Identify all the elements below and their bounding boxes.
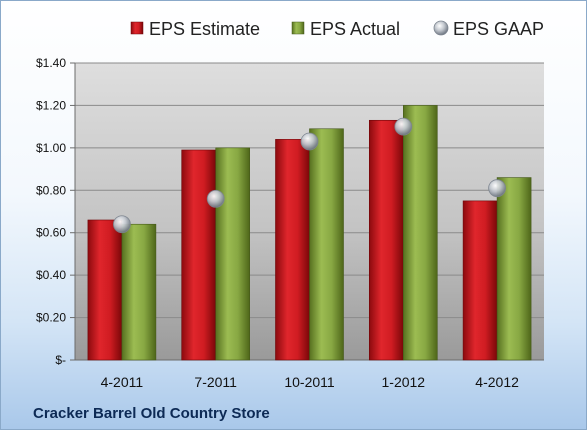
marker-eps-gaap	[206, 189, 225, 208]
bar-eps-actual	[402, 105, 438, 361]
y-tick-label: $1.20	[36, 98, 66, 112]
y-tick-label: $1.40	[36, 56, 66, 70]
x-axis-categories: 4-2011 7-2011 10-2011 1-2012 4-2012	[101, 374, 519, 390]
legend-label: EPS Actual	[310, 19, 400, 39]
y-axis-ticks: $- $0.20 $0.40 $0.60 $0.80 $1.00 $1.20 $1.40	[36, 56, 66, 367]
gaap-markers	[113, 117, 507, 234]
legend-swatch-gaap	[433, 20, 449, 36]
marker-eps-gaap	[300, 132, 319, 151]
bar-eps-actual	[309, 128, 344, 361]
bar-eps-actual	[121, 223, 157, 361]
y-tick-label: $-	[55, 353, 66, 367]
x-tick-label: 4-2011	[101, 374, 144, 390]
legend-label: EPS Estimate	[149, 19, 260, 39]
bar-eps-actual	[496, 177, 532, 361]
x-tick-label: 1-2012	[382, 374, 426, 390]
y-tick-label: $0.40	[36, 268, 66, 282]
x-tick-label: 4-2012	[475, 374, 519, 390]
legend-label: EPS GAAP	[453, 19, 544, 39]
chart-footer: Cracker Barrel Old Country Store	[33, 405, 270, 422]
bars	[87, 105, 532, 361]
legend: EPS Estimate EPS Actual EPS GAAP	[130, 19, 544, 39]
y-tick-label: $0.60	[36, 226, 66, 240]
bar-eps-estimate	[275, 139, 310, 361]
y-tick-label: $0.20	[36, 311, 66, 325]
marker-eps-gaap	[394, 117, 413, 136]
bar-eps-estimate	[368, 119, 404, 361]
legend-swatch-actual	[291, 21, 305, 35]
x-tick-label: 7-2011	[194, 374, 237, 390]
legend-swatch-estimate	[130, 21, 144, 35]
marker-eps-gaap	[488, 179, 507, 198]
marker-eps-gaap	[113, 215, 131, 234]
x-tick-label: 10-2011	[284, 374, 335, 390]
y-tick-label: $1.00	[36, 141, 66, 155]
bar-eps-estimate	[181, 149, 216, 361]
bar-eps-estimate	[87, 219, 123, 361]
bar-eps-estimate	[462, 200, 498, 361]
y-tick-label: $0.80	[36, 183, 66, 197]
bar-eps-actual	[215, 147, 250, 361]
